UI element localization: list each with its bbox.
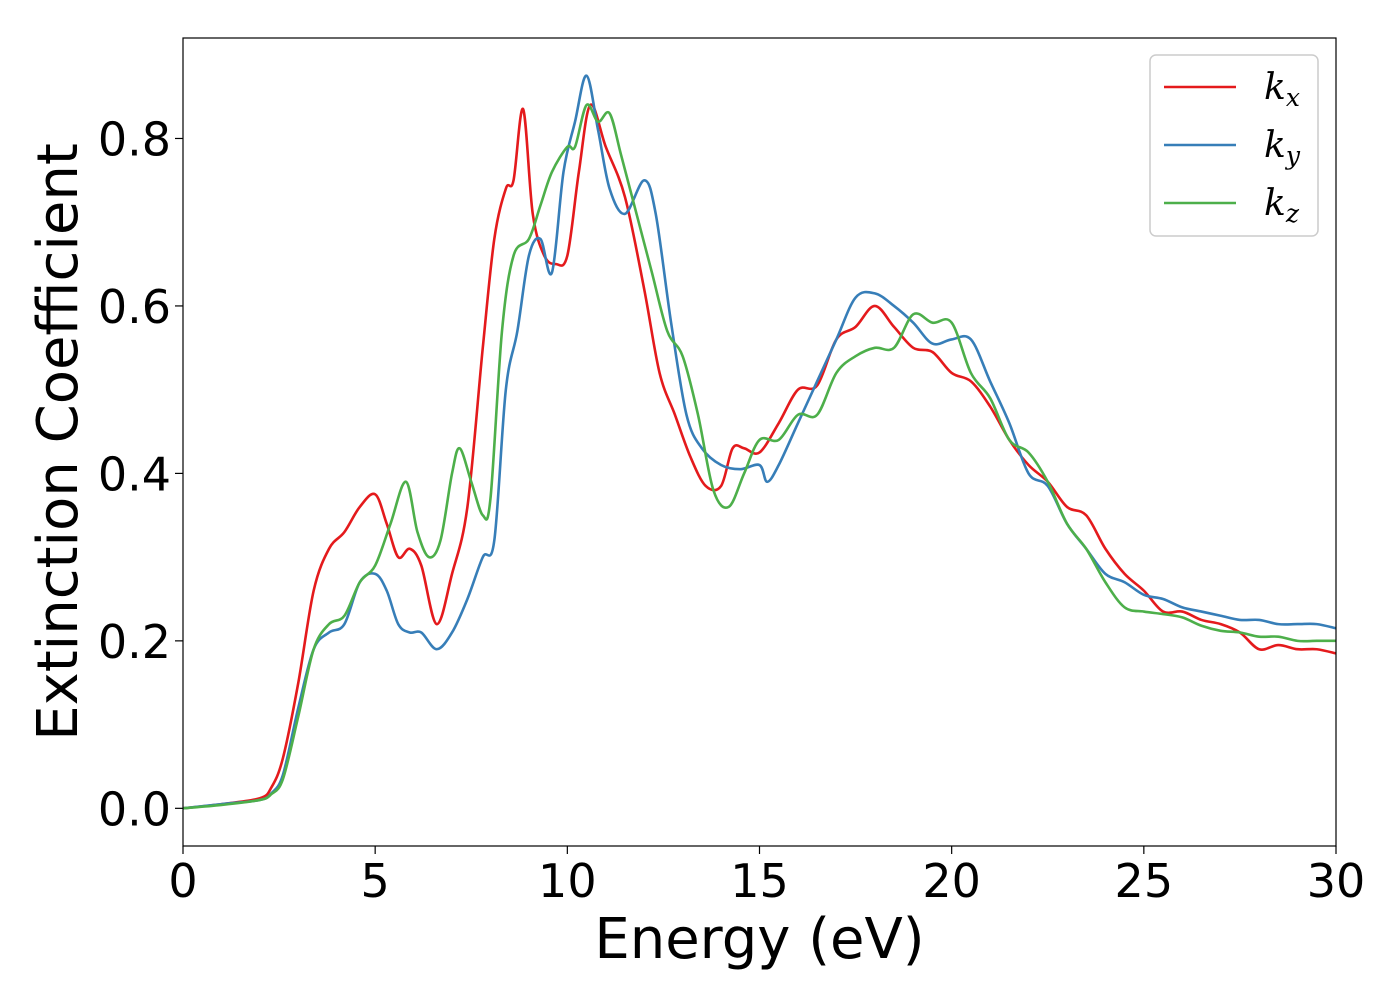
legend-label-kz: kz (1264, 183, 1300, 228)
series-line-ky (182, 74, 1337, 810)
legend-label-main: k (1264, 67, 1286, 108)
y-tick-label: 0.8 (98, 112, 171, 166)
y-tick-label: 0.2 (98, 615, 171, 669)
y-tick-label: 0.6 (98, 280, 171, 334)
legend-label-kx: kx (1264, 67, 1300, 112)
y-tick-label: 0.4 (98, 447, 171, 501)
legend-label-main: k (1264, 125, 1286, 166)
x-tick-label: 10 (538, 854, 597, 908)
x-axis-title: Energy (eV) (594, 907, 924, 972)
series-lines (182, 74, 1337, 810)
y-axis-ticks: 0.0 0.2 0.4 0.6 0.8 (98, 112, 183, 836)
legend-label-subscript: y (1285, 141, 1301, 170)
x-tick-label: 15 (730, 854, 789, 908)
x-tick-label: 20 (922, 854, 981, 908)
legend-label-subscript: z (1285, 199, 1300, 228)
x-tick-label: 0 (168, 854, 197, 908)
y-axis-title: Extinction Coefficient (26, 143, 91, 741)
series-line-kx (182, 103, 1337, 810)
x-tick-label: 5 (361, 854, 390, 908)
series-line-kz (182, 103, 1336, 810)
legend-label-main: k (1264, 183, 1286, 224)
x-axis-ticks: 0 5 10 15 20 25 30 (168, 846, 1365, 908)
y-tick-label: 0.0 (98, 782, 171, 836)
legend-label-subscript: x (1286, 83, 1300, 112)
x-tick-label: 30 (1307, 854, 1366, 908)
x-tick-label: 25 (1115, 854, 1174, 908)
legend-label-ky: ky (1264, 125, 1301, 170)
